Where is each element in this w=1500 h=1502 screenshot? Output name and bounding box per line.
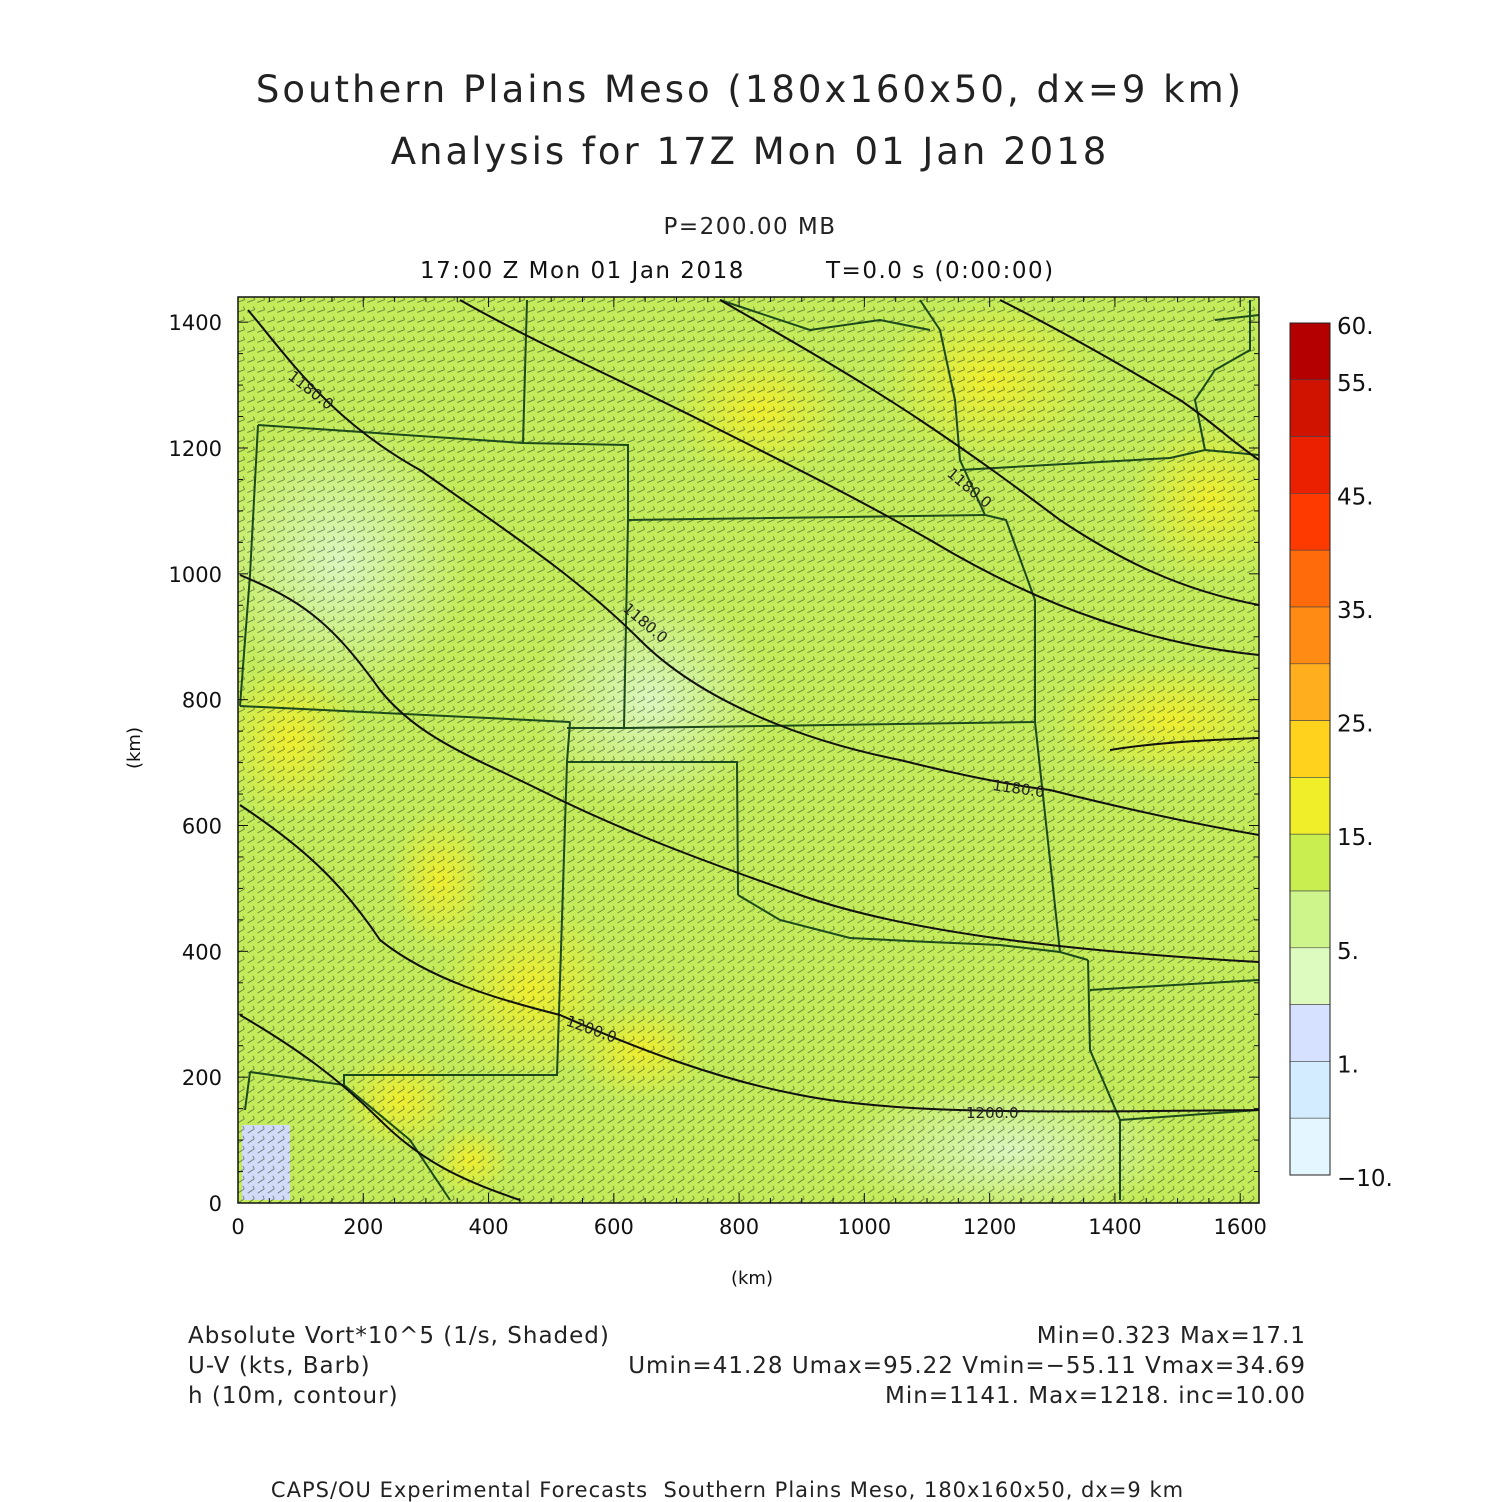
colorbar-swatch [1289, 720, 1331, 778]
field-3-name: h (10m, contour) [188, 1383, 399, 1409]
field-2-stats: Umin=41.28 Umax=95.22 Vmin=−55.11 Vmax=3… [628, 1353, 1306, 1379]
colorbar-swatch [1289, 947, 1331, 1005]
state-boundaries [239, 299, 1260, 1201]
y-axis-label: (km) [124, 727, 145, 769]
y-tick-1200: 1200 [169, 437, 222, 461]
colorbar-label: 60. [1337, 314, 1374, 340]
contour-label-1200-b: 1200.0 [966, 1104, 1019, 1122]
colorbar-swatch [1289, 436, 1331, 494]
field-3-stats: Min=1141. Max=1218. inc=10.00 [885, 1383, 1306, 1409]
colorbar-label: 35. [1337, 598, 1374, 624]
y-tick-1000: 1000 [169, 563, 222, 587]
x-tick-800: 800 [719, 1215, 759, 1239]
field-1-stats: Min=0.323 Max=17.1 [1036, 1323, 1306, 1349]
colorbar-swatch [1289, 833, 1331, 892]
title-line-1: Southern Plains Meso (180x160x50, dx=9 k… [255, 68, 1245, 111]
x-tick-400: 400 [469, 1215, 509, 1239]
colorbar-label: 45. [1337, 484, 1374, 510]
credit-line: CAPS/OU Experimental Forecasts Southern … [270, 1478, 1185, 1502]
x-tick-1000: 1000 [838, 1215, 891, 1239]
x-tick-0: 0 [231, 1215, 244, 1239]
colorbar-label: 15. [1337, 825, 1374, 851]
colorbar-label: −10. [1337, 1166, 1393, 1192]
colorbar-swatch [1289, 322, 1331, 381]
x-tick-1200: 1200 [963, 1215, 1016, 1239]
valid-time: 17:00 Z Mon 01 Jan 2018 [420, 258, 745, 284]
x-tick-600: 600 [594, 1215, 634, 1239]
elapsed-time: T=0.0 s (0:00:00) [826, 258, 1055, 284]
colorbar-swatch [1289, 663, 1331, 721]
y-tick-1400: 1400 [169, 311, 222, 335]
field-2-name: U-V (kts, Barb) [188, 1353, 371, 1379]
x-tick-1400: 1400 [1088, 1215, 1141, 1239]
height-contours [239, 299, 1260, 1201]
y-tick-800: 800 [182, 689, 222, 713]
plot-frame [237, 296, 1260, 1204]
colorbar-swatch [1289, 379, 1331, 437]
colorbar-label: 5. [1337, 939, 1359, 965]
y-tick-600: 600 [182, 815, 222, 839]
colorbar-swatch [1289, 1004, 1331, 1062]
colorbar-swatch [1289, 493, 1331, 551]
y-tick-0: 0 [209, 1192, 222, 1216]
colorbar-swatch [1289, 1061, 1331, 1119]
colorbar-swatch [1289, 549, 1331, 608]
pressure-level: P=200.00 MB [663, 214, 837, 240]
colorbar-swatch [1289, 890, 1331, 949]
frame-ticks [237, 297, 1259, 1204]
x-axis-label: (km) [731, 1268, 773, 1289]
colorbar-swatch [1289, 1117, 1331, 1176]
colorbar [1289, 322, 1331, 1176]
colorbar-label: 1. [1337, 1052, 1359, 1078]
x-tick-1600: 1600 [1213, 1215, 1266, 1239]
y-tick-400: 400 [182, 940, 222, 964]
colorbar-label: 55. [1337, 371, 1374, 397]
title-line-2: Analysis for 17Z Mon 01 Jan 2018 [390, 130, 1110, 173]
y-tick-200: 200 [182, 1066, 222, 1090]
colorbar-labels: 60. 55. 45. 35. 25. 15. 5. 1. −10. [1337, 314, 1393, 1192]
wind-barbs [238, 297, 1256, 1203]
colorbar-swatch [1289, 606, 1331, 665]
x-tick-200: 200 [343, 1215, 383, 1239]
axes: 0 200 400 600 800 1000 1200 1400 1600 0 200 400 600 8… [169, 311, 1267, 1239]
field-1-name: Absolute Vort*10^5 (1/s, Shaded) [188, 1323, 610, 1349]
colorbar-swatch [1289, 777, 1331, 835]
colorbar-label: 25. [1337, 712, 1374, 738]
